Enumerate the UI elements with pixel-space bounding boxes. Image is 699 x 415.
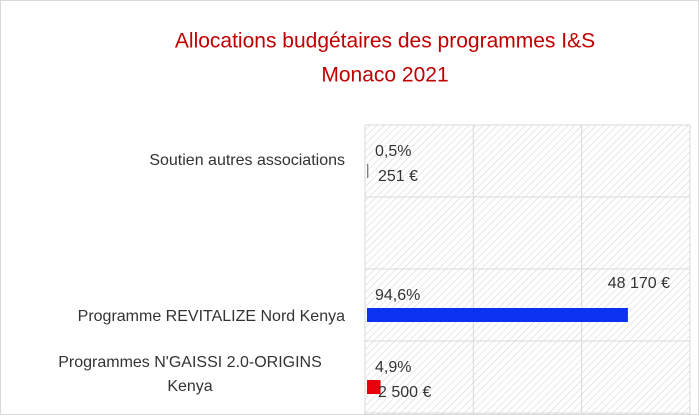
- bar: [367, 164, 369, 178]
- category-label: Soutien autres associations: [149, 152, 345, 169]
- data-label: 48 170 €: [608, 275, 670, 292]
- category-label: Programmes N'GAISSI 2.0-ORIGINS: [58, 354, 322, 371]
- data-label: 2 500 €: [378, 384, 431, 401]
- share-label: 94,6%: [375, 287, 420, 304]
- share-label: 0,5%: [375, 143, 411, 160]
- chart-title: Monaco 2021: [321, 64, 448, 87]
- category-label: Programme REVITALIZE Nord Kenya: [78, 308, 345, 325]
- bar: [367, 380, 381, 394]
- chart-title: Allocations budgétaires des programmes I…: [175, 30, 595, 53]
- bar: [367, 308, 628, 322]
- plot-area: [365, 125, 690, 415]
- share-label: 4,9%: [375, 359, 411, 376]
- category-label: Kenya: [167, 378, 212, 395]
- data-label: 251 €: [378, 168, 418, 185]
